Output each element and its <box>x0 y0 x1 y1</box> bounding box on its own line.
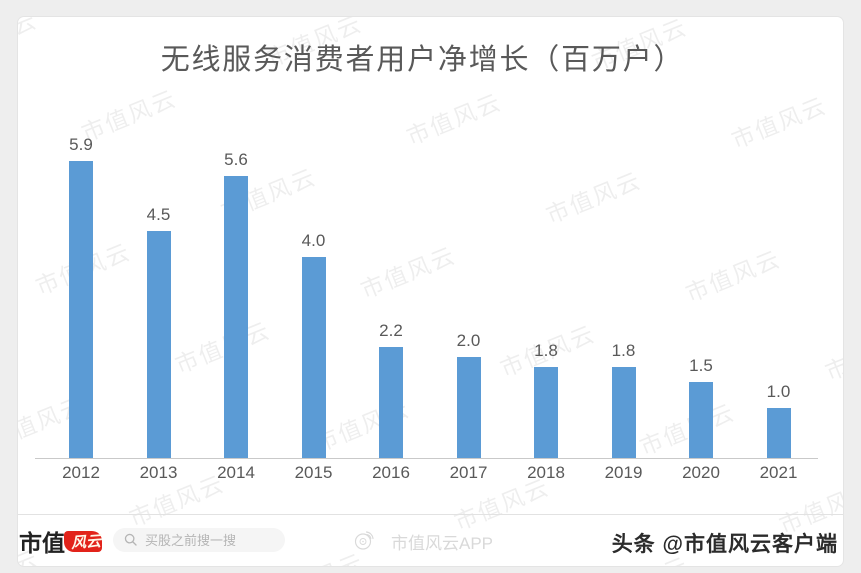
svg-text:风云: 风云 <box>69 533 103 552</box>
